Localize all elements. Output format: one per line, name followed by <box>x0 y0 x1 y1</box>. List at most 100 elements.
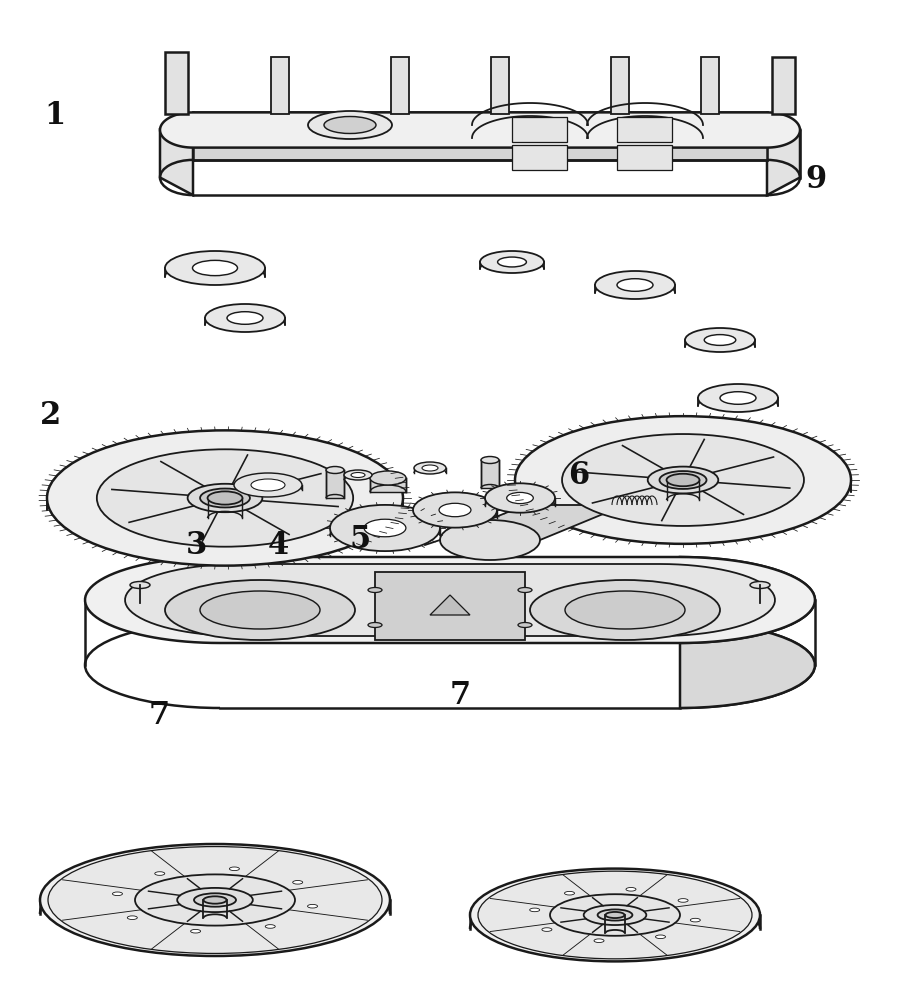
Polygon shape <box>271 57 289 114</box>
Text: 4: 4 <box>267 530 289 560</box>
Ellipse shape <box>40 844 390 956</box>
Polygon shape <box>159 112 799 148</box>
Polygon shape <box>193 112 766 160</box>
Ellipse shape <box>678 899 687 902</box>
Ellipse shape <box>655 935 665 939</box>
Ellipse shape <box>480 456 498 464</box>
Polygon shape <box>85 557 814 643</box>
Ellipse shape <box>593 939 603 943</box>
Ellipse shape <box>177 888 252 912</box>
Ellipse shape <box>625 887 635 891</box>
Ellipse shape <box>422 465 437 471</box>
Ellipse shape <box>48 847 382 953</box>
Ellipse shape <box>469 869 759 961</box>
Ellipse shape <box>561 434 804 526</box>
Ellipse shape <box>529 580 719 640</box>
Ellipse shape <box>292 881 302 884</box>
Polygon shape <box>617 117 671 142</box>
Ellipse shape <box>439 520 539 560</box>
Ellipse shape <box>517 587 531 592</box>
Ellipse shape <box>647 467 718 493</box>
Ellipse shape <box>251 479 284 491</box>
Ellipse shape <box>479 251 543 273</box>
Ellipse shape <box>703 335 735 345</box>
Text: 2: 2 <box>39 399 61 430</box>
Text: 6: 6 <box>568 460 589 490</box>
Ellipse shape <box>597 909 631 921</box>
Ellipse shape <box>497 257 526 267</box>
Ellipse shape <box>363 519 405 537</box>
Ellipse shape <box>234 473 302 497</box>
Polygon shape <box>766 130 799 195</box>
Ellipse shape <box>190 929 200 933</box>
Text: 5: 5 <box>349 524 371 556</box>
Ellipse shape <box>690 918 700 922</box>
Ellipse shape <box>485 483 555 513</box>
Ellipse shape <box>659 471 706 489</box>
Ellipse shape <box>594 271 674 299</box>
Ellipse shape <box>719 392 755 404</box>
Ellipse shape <box>507 492 533 504</box>
Ellipse shape <box>208 491 242 505</box>
Ellipse shape <box>517 622 531 628</box>
Ellipse shape <box>343 470 372 480</box>
Polygon shape <box>680 557 814 708</box>
Polygon shape <box>391 57 408 114</box>
Ellipse shape <box>165 251 265 285</box>
Ellipse shape <box>188 484 262 512</box>
Ellipse shape <box>97 449 353 547</box>
Ellipse shape <box>413 492 496 528</box>
Ellipse shape <box>477 871 752 959</box>
Ellipse shape <box>666 474 699 486</box>
Polygon shape <box>125 564 774 636</box>
Polygon shape <box>617 145 671 170</box>
Ellipse shape <box>230 867 240 871</box>
Ellipse shape <box>128 916 138 919</box>
Polygon shape <box>512 145 567 170</box>
Ellipse shape <box>130 582 149 588</box>
Ellipse shape <box>203 896 226 904</box>
Ellipse shape <box>330 505 439 551</box>
Ellipse shape <box>525 485 624 525</box>
Ellipse shape <box>325 466 343 474</box>
Ellipse shape <box>414 462 445 474</box>
Ellipse shape <box>684 328 754 352</box>
Text: 3: 3 <box>185 530 207 560</box>
Polygon shape <box>370 478 405 492</box>
Ellipse shape <box>200 591 320 629</box>
Ellipse shape <box>112 892 122 896</box>
Ellipse shape <box>541 928 551 931</box>
Ellipse shape <box>200 489 250 507</box>
Ellipse shape <box>307 904 317 908</box>
Polygon shape <box>220 557 680 622</box>
Ellipse shape <box>227 312 262 324</box>
Ellipse shape <box>515 416 850 544</box>
Text: 7: 7 <box>449 680 471 710</box>
Polygon shape <box>374 572 525 640</box>
Polygon shape <box>512 117 567 142</box>
Ellipse shape <box>323 116 375 133</box>
Ellipse shape <box>192 260 237 276</box>
Ellipse shape <box>135 874 294 926</box>
Ellipse shape <box>617 279 652 291</box>
Ellipse shape <box>370 471 405 485</box>
Ellipse shape <box>368 622 382 628</box>
Ellipse shape <box>749 582 769 588</box>
Polygon shape <box>159 130 193 195</box>
Polygon shape <box>439 505 624 540</box>
Ellipse shape <box>47 430 403 566</box>
Ellipse shape <box>565 591 684 629</box>
Polygon shape <box>701 57 718 114</box>
Text: 1: 1 <box>44 100 66 130</box>
Ellipse shape <box>529 908 539 912</box>
Ellipse shape <box>368 587 382 592</box>
Ellipse shape <box>155 872 165 875</box>
Ellipse shape <box>697 384 777 412</box>
Polygon shape <box>490 57 508 114</box>
Ellipse shape <box>194 893 236 907</box>
Ellipse shape <box>564 891 574 895</box>
Ellipse shape <box>583 905 646 925</box>
Ellipse shape <box>549 894 680 936</box>
Ellipse shape <box>205 304 285 332</box>
Polygon shape <box>610 57 629 114</box>
